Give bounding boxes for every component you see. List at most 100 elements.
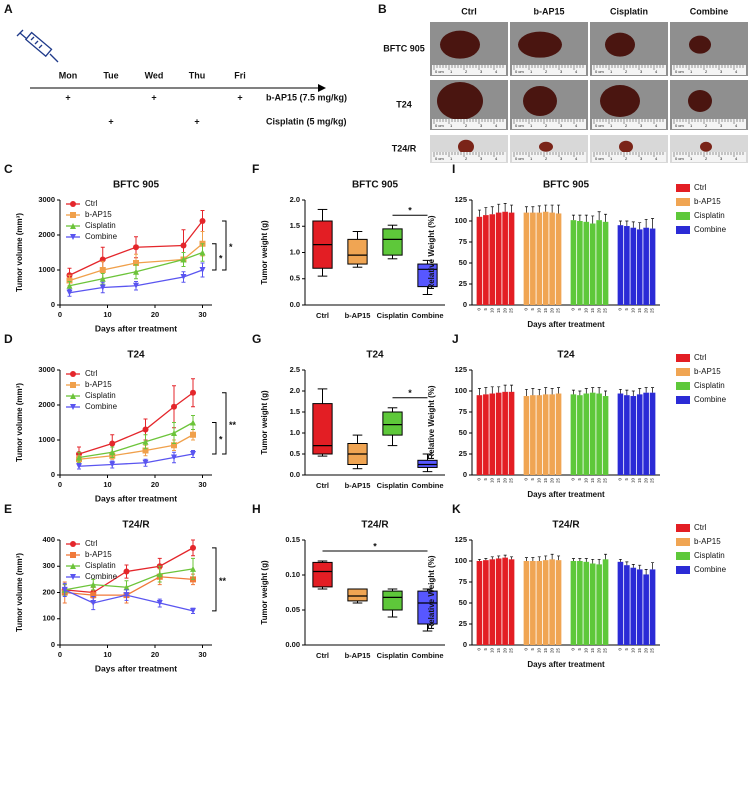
- ruler-label: 3: [640, 156, 643, 161]
- y-tick-label: 0.0: [290, 300, 300, 309]
- ruler: [672, 65, 746, 75]
- marker: [190, 565, 196, 572]
- y-axis-label: Tumor weight (g): [260, 220, 269, 285]
- error-bar: [544, 555, 548, 561]
- panel-letter: F: [252, 162, 259, 176]
- y-tick-label: 50: [459, 598, 467, 607]
- ruler-label: 2: [465, 156, 468, 161]
- bar: [649, 569, 656, 645]
- marker: [171, 442, 177, 449]
- error-bar: [484, 387, 488, 395]
- x-tick-label: 20: [643, 648, 648, 654]
- y-axis-label: Relative Weight (%): [427, 555, 436, 629]
- legend-label: Combine: [85, 232, 118, 241]
- y-tick-label: 3000: [38, 365, 55, 374]
- error-bar: [550, 204, 554, 213]
- y-axis-label: Tumor volume (mm³): [15, 213, 24, 292]
- x-axis-label: Days after treatment: [95, 323, 177, 333]
- ruler-label: 2: [465, 123, 468, 128]
- error-bar: [510, 384, 514, 392]
- x-tick-label: Ctrl: [316, 311, 329, 320]
- bar: [624, 565, 630, 645]
- error-bar: [578, 390, 582, 396]
- bar: [495, 392, 502, 475]
- marker: [142, 426, 149, 433]
- x-tick-label: 25: [556, 308, 561, 314]
- x-tick-label: 20: [549, 648, 554, 654]
- x-tick-label: Cisplatin: [377, 311, 409, 320]
- error-bar: [524, 206, 528, 213]
- x-tick-label: 5: [530, 308, 535, 311]
- legend-label: Combine: [85, 572, 118, 581]
- legend-label: Cisplatin: [85, 561, 116, 570]
- box: [382, 228, 403, 256]
- x-tick-label: 10: [103, 310, 111, 319]
- ruler: [592, 65, 666, 75]
- ruler-label: 2: [625, 123, 628, 128]
- y-axis-label: Tumor volume (mm³): [15, 383, 24, 462]
- legend-label: b-AP15: [694, 367, 721, 376]
- chart-title: T24/R: [122, 520, 150, 531]
- marker: [90, 592, 97, 599]
- x-tick-label: 20: [596, 478, 601, 484]
- ruler-label: 4: [655, 156, 658, 161]
- x-tick-label: 0: [571, 478, 576, 481]
- panel-letter: D: [4, 332, 13, 346]
- legend-label: Ctrl: [85, 369, 98, 378]
- error-bar: [625, 220, 629, 227]
- box: [312, 561, 333, 588]
- chart-title: BFTC 905: [113, 180, 160, 191]
- legend-swatch: [676, 198, 690, 206]
- error-bar: [550, 388, 554, 395]
- y-tick-label: 125: [454, 195, 467, 204]
- tumor: [437, 82, 483, 120]
- marker: [180, 274, 187, 280]
- x-axis-label: Days after treatment: [527, 320, 605, 329]
- legend-label: Combine: [694, 395, 727, 404]
- ruler-label: 4: [575, 123, 578, 128]
- marker: [180, 242, 187, 249]
- dose-mark: +: [194, 116, 199, 126]
- y-tick-label: 1000: [38, 265, 55, 274]
- bar: [536, 212, 543, 305]
- box: [347, 238, 368, 265]
- chart-title: T24: [557, 350, 575, 361]
- x-tick-label: 0: [571, 648, 576, 651]
- error-bar: [597, 211, 601, 221]
- bar: [476, 216, 483, 305]
- legend-label: Combine: [85, 402, 118, 411]
- x-tick-label: 20: [643, 308, 648, 314]
- x-tick-label: 15: [543, 308, 548, 314]
- marker: [142, 447, 149, 454]
- y-tick-label: 2.5: [290, 365, 300, 374]
- x-tick-label: 10: [489, 648, 494, 654]
- legend-label: Ctrl: [694, 183, 707, 192]
- x-tick-label: 5: [624, 478, 629, 481]
- marker: [142, 438, 149, 445]
- error-bar: [490, 206, 494, 215]
- x-tick-label: 15: [590, 308, 595, 314]
- bar: [530, 395, 536, 475]
- y-tick-label: 25: [459, 449, 467, 458]
- y-tick-label: 0.00: [285, 640, 300, 649]
- y-tick-label: 0: [463, 470, 467, 479]
- legend-label: Cisplatin: [694, 551, 725, 560]
- legend-swatch: [676, 552, 690, 560]
- x-tick-label: b-AP15: [345, 311, 371, 320]
- x-tick-label: Combine: [411, 481, 443, 490]
- bar: [508, 212, 515, 305]
- marker: [133, 268, 139, 275]
- bar: [624, 395, 630, 475]
- error-bar: [510, 556, 514, 560]
- marker: [61, 586, 68, 593]
- error-bar: [631, 221, 635, 228]
- significance-bracket: [222, 220, 227, 271]
- error-bar: [550, 553, 554, 560]
- bar: [577, 395, 583, 475]
- bar: [636, 569, 643, 645]
- y-tick-label: 100: [454, 556, 467, 565]
- error-bar: [591, 387, 595, 393]
- ruler-label: 4: [575, 156, 578, 161]
- x-tick-label: 10: [583, 308, 588, 314]
